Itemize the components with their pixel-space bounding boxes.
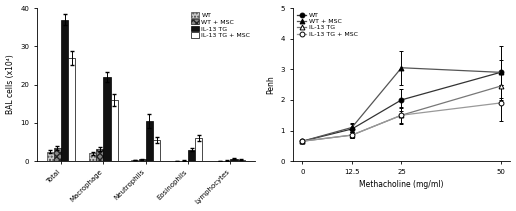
Bar [68, 58, 75, 161]
Bar [138, 159, 146, 161]
Legend: WT, WT + MSC, IL-13 TG, IL-13 TG + MSC: WT, WT + MSC, IL-13 TG, IL-13 TG + MSC [296, 11, 359, 38]
Y-axis label: BAL cells (x10⁴): BAL cells (x10⁴) [6, 55, 14, 114]
Bar [188, 150, 195, 161]
Bar [132, 160, 138, 161]
Bar [146, 121, 153, 161]
Bar [46, 151, 54, 161]
Bar [89, 153, 96, 161]
Legend: WT, WT + MSC, IL-13 TG, IL-13 TG + MSC: WT, WT + MSC, IL-13 TG, IL-13 TG + MSC [190, 11, 252, 39]
Bar [96, 149, 103, 161]
Bar [54, 148, 61, 161]
Bar [230, 159, 237, 161]
Bar [195, 138, 202, 161]
Bar [237, 160, 245, 161]
Bar [153, 140, 160, 161]
X-axis label: Methacholine (mg/ml): Methacholine (mg/ml) [359, 180, 444, 189]
Bar [110, 100, 118, 161]
Y-axis label: Penh: Penh [266, 75, 275, 94]
Bar [61, 20, 68, 161]
Bar [103, 77, 110, 161]
